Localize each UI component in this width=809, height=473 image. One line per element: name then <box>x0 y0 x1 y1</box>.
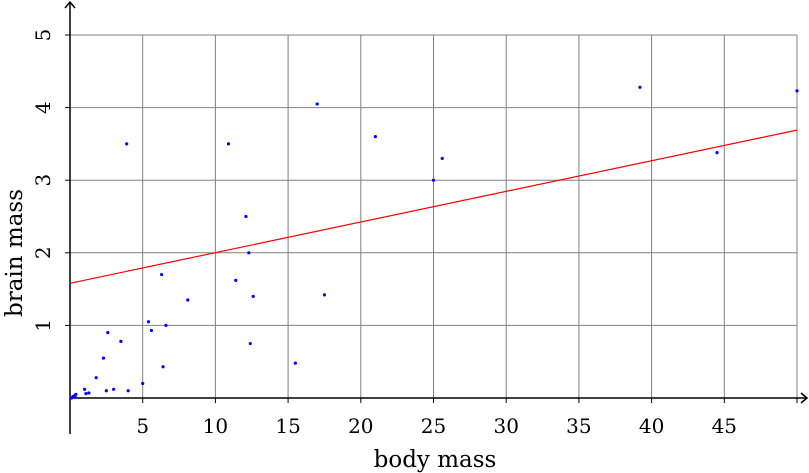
data-point <box>244 214 248 219</box>
data-point <box>234 278 238 282</box>
data-point <box>440 156 444 161</box>
x-tick-label: 5 <box>136 414 149 438</box>
x-tick-label: 15 <box>275 414 300 438</box>
data-point <box>293 361 297 365</box>
y-tick-label: 5 <box>31 29 55 42</box>
data-point <box>160 272 164 277</box>
data-point <box>84 392 88 396</box>
data-point <box>315 102 319 106</box>
x-tick-label: 45 <box>712 414 737 438</box>
axes <box>64 0 809 404</box>
data-point <box>373 135 377 139</box>
y-axis-label: brain mass <box>2 189 28 317</box>
data-point <box>186 298 190 302</box>
data-point <box>248 341 252 346</box>
data-point <box>715 151 719 155</box>
series <box>69 85 799 400</box>
data-point <box>795 89 799 93</box>
data-point <box>149 328 154 333</box>
x-tick-label: 25 <box>421 414 446 438</box>
x-tick-label: 20 <box>348 414 373 438</box>
data-point <box>226 142 231 146</box>
data-point <box>126 389 130 393</box>
data-point <box>87 391 91 395</box>
y-tick-label: 1 <box>31 319 55 332</box>
x-axis-arrow <box>800 392 809 404</box>
data-point <box>94 376 98 380</box>
data-point <box>431 178 436 182</box>
data-point <box>638 85 642 89</box>
y-tick-label: 4 <box>31 101 55 114</box>
x-tick-label: 35 <box>566 414 591 438</box>
x-axis-label: body mass <box>374 447 497 473</box>
data-point <box>322 293 327 297</box>
data-point <box>119 339 123 343</box>
y-axis-arrow <box>64 0 76 9</box>
data-point <box>82 387 87 391</box>
x-tick-label: 10 <box>203 414 228 438</box>
data-point <box>106 331 110 335</box>
x-tick-label: 30 <box>493 414 518 438</box>
data-point <box>104 389 108 393</box>
y-tick-label: 2 <box>31 246 55 259</box>
data-point <box>112 387 116 391</box>
data-point <box>141 381 145 386</box>
data-point <box>101 356 106 360</box>
regression-line <box>69 129 798 284</box>
data-point <box>251 294 255 298</box>
data-point <box>161 365 165 369</box>
data-point <box>247 251 251 255</box>
data-point <box>146 320 151 324</box>
data-point <box>164 323 168 327</box>
x-tick-label: 40 <box>639 414 664 438</box>
data-point <box>125 142 129 146</box>
data-point <box>73 395 77 399</box>
data-point <box>74 392 78 396</box>
grid <box>70 34 798 398</box>
y-tick-label: 3 <box>31 174 55 187</box>
